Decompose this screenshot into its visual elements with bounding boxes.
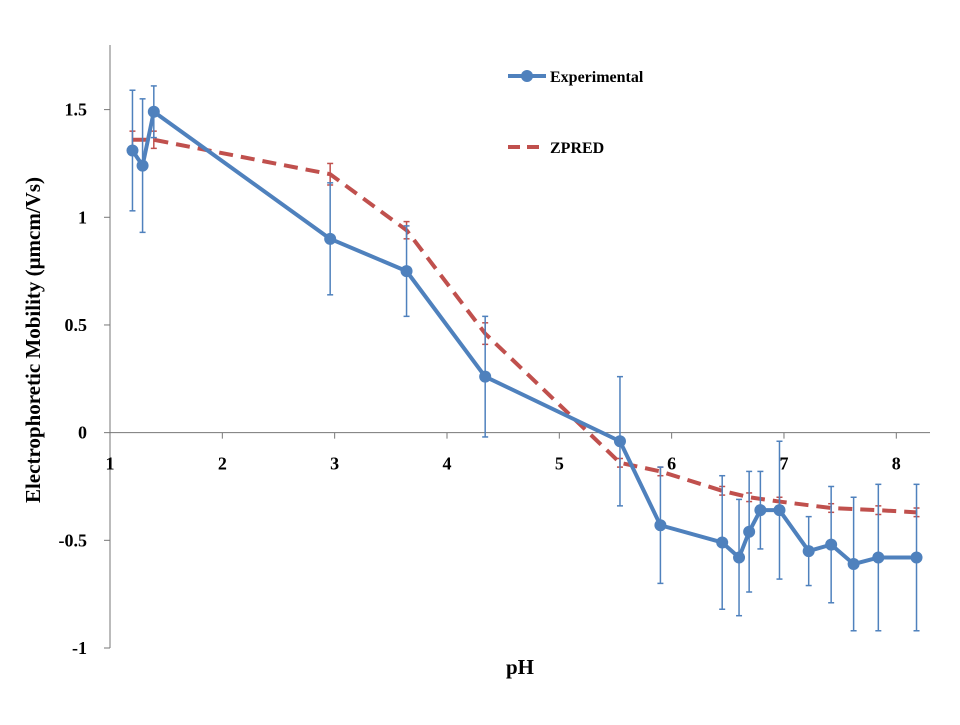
data-point-experimental [743,525,756,538]
x-tick-label: 2 [218,454,227,474]
error-bars-experimental [129,85,920,632]
series-experimental [126,85,923,632]
series-layer [126,85,923,632]
data-point-experimental [654,519,667,532]
legend-label-zpred: ZPRED [550,140,604,157]
data-point-experimental [716,536,729,549]
data-point-experimental [324,232,337,245]
y-tick-label: -1 [72,638,87,658]
x-tick-label: 5 [555,454,564,474]
y-tick-label: 1.5 [65,100,88,120]
x-tick-label: 7 [779,454,788,474]
data-point-experimental [754,504,767,517]
x-tick-label: 1 [106,454,115,474]
y-axis-title: Electrophoretic Mobility (μmcm/Vs) [21,177,45,503]
series-line-experimental [130,109,917,567]
data-point-experimental [400,265,413,278]
legend-item-experimental: Experimental [508,69,644,86]
data-point-experimental [910,551,923,564]
y-tick-label: 0.5 [65,315,88,335]
error-bars-zpred [129,130,920,518]
data-point-experimental [613,435,626,448]
data-point-experimental [825,538,838,551]
data-point-experimental [126,144,139,157]
data-point-experimental [773,504,786,517]
y-tick-label: -0.5 [59,530,88,550]
legend: Experimental ZPRED [508,69,644,157]
legend-marker-experimental [521,70,533,82]
data-point-experimental [872,551,885,564]
legend-item-zpred: ZPRED [508,140,604,157]
axes [109,45,930,648]
y-tick-label: 0 [78,423,87,443]
data-point-experimental [847,558,860,571]
x-tick-label: 4 [442,454,451,474]
series-zpred [129,130,920,518]
x-tick-label: 3 [330,454,339,474]
y-axis-ticks: -1 -0.5 0 0.5 1 1.5 [59,100,110,658]
data-point-experimental [802,545,815,558]
y-tick-label: 1 [78,207,87,227]
data-point-experimental [136,159,149,172]
legend-label-experimental: Experimental [550,69,644,86]
x-tick-label: 6 [667,454,676,474]
data-point-experimental [733,551,746,564]
data-point-experimental [147,105,160,118]
series-line-zpred [132,137,917,515]
x-axis-title: pH [506,655,534,679]
x-axis-ticks: 1 2 3 4 5 6 7 8 [106,432,901,474]
data-point-experimental [479,370,492,383]
x-tick-label: 8 [892,454,901,474]
